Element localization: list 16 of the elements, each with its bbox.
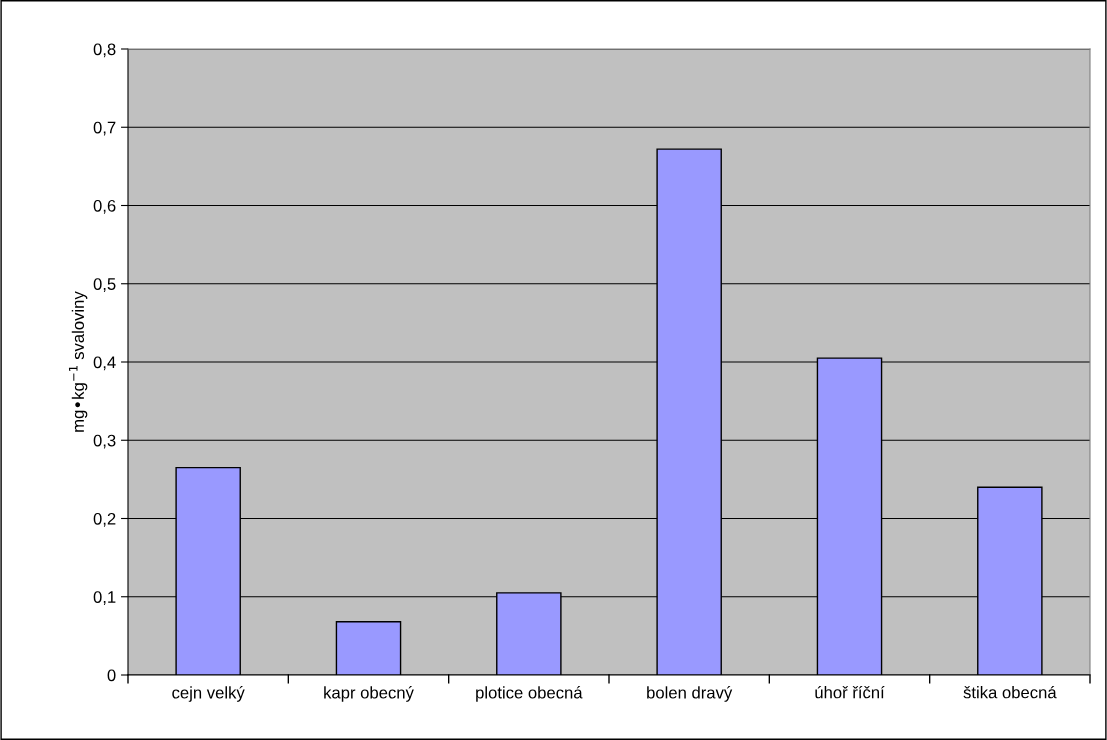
x-tick-label: bolen dravý xyxy=(647,686,733,702)
y-tick-label: 0,5 xyxy=(93,278,116,292)
y-tick-label: 0,3 xyxy=(93,434,116,449)
x-tick-label: kapr obecný xyxy=(324,686,414,702)
x-tick-label: cejn velký xyxy=(172,686,245,702)
y-tick-label: 0,2 xyxy=(93,512,116,527)
y-tick-label: 0,4 xyxy=(93,356,116,371)
y-tick-label: 0,8 xyxy=(93,43,116,58)
x-tick-label: štika obecná xyxy=(963,685,1057,699)
y-tick-label: 0 xyxy=(107,669,116,682)
x-tick-label: plotice obecná xyxy=(476,686,583,702)
y-axis-title: mg•kg$^{−1}$ svaloviny xyxy=(68,291,88,432)
y-tick-label: 0,7 xyxy=(93,121,116,136)
y-tick-label: 0,1 xyxy=(93,591,116,605)
y-tick-label: 0,6 xyxy=(93,199,116,214)
x-tick-label: úhoř říční xyxy=(815,685,885,699)
